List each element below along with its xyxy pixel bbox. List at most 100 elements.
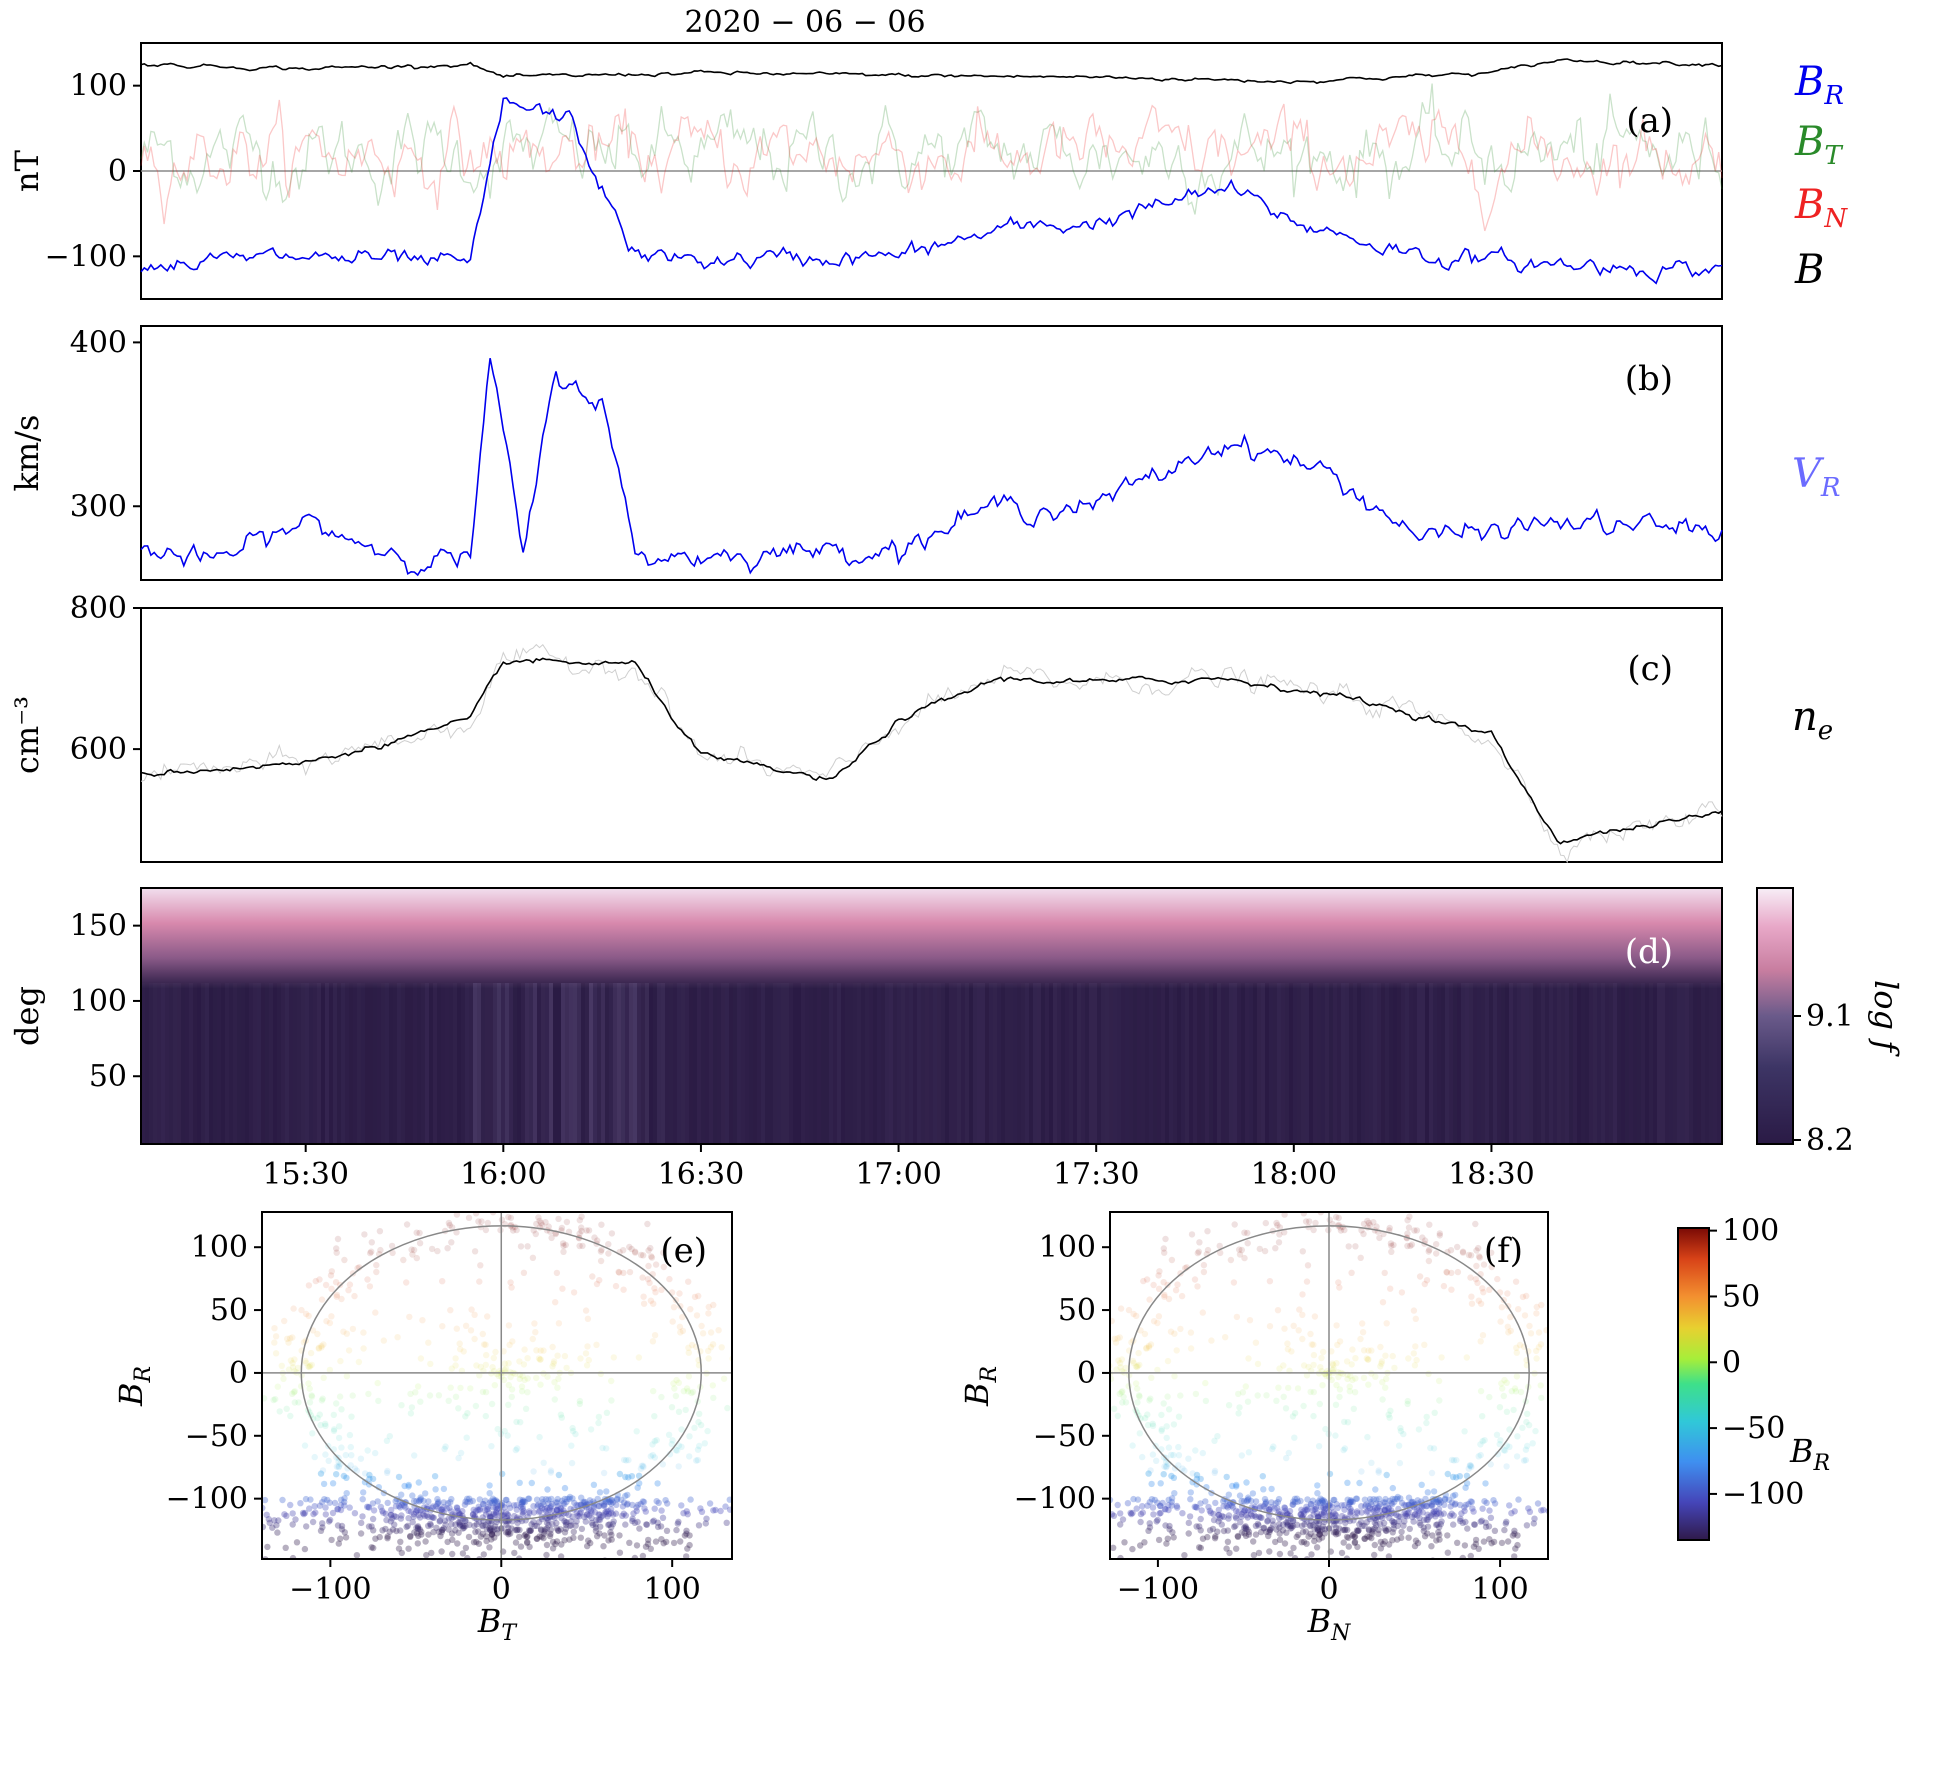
panel-f-point	[1151, 1496, 1159, 1504]
panel-f-point	[1319, 1382, 1326, 1389]
panel-f-point	[1477, 1441, 1484, 1448]
panel-e-point	[316, 1411, 323, 1418]
heatmap-column	[281, 983, 285, 1144]
heatmap-column	[1081, 983, 1085, 1144]
panel-f-point	[1457, 1515, 1464, 1523]
panel-f-point	[1252, 1522, 1260, 1530]
panel-f-point	[1345, 1243, 1352, 1250]
panel-e-point	[641, 1505, 648, 1512]
panel-e-point	[718, 1344, 725, 1351]
panel-f-ytick-label: 50	[1058, 1293, 1096, 1328]
panel-f-point	[1329, 1504, 1336, 1511]
panel-f-point	[1196, 1239, 1203, 1246]
panel-e-point	[640, 1293, 647, 1300]
heatmap-column	[669, 983, 673, 1144]
panel-e-point	[415, 1512, 422, 1519]
panel-e-point	[379, 1527, 386, 1534]
panel-f-point	[1475, 1297, 1483, 1304]
panel-e-point	[770, 1512, 776, 1518]
panel-f-point	[1160, 1279, 1167, 1286]
panel-e-point	[520, 1361, 528, 1368]
panel-e-point	[388, 1560, 394, 1566]
panel-f-point	[1114, 1412, 1122, 1420]
panel-e-ytick-label: −100	[166, 1482, 248, 1517]
panel-e-point	[429, 1504, 436, 1512]
heatmap-column	[733, 983, 737, 1144]
panel-e-point	[401, 1482, 408, 1490]
panel-f-point	[1192, 1447, 1199, 1454]
panel-f-point	[1199, 1309, 1207, 1316]
panel-f-point	[1212, 1533, 1219, 1540]
panel-f-point	[1254, 1520, 1262, 1528]
panel-f-point	[1200, 1268, 1208, 1276]
panel-f-point	[1129, 1545, 1136, 1553]
panel-e-point	[418, 1531, 425, 1538]
panel-f-point	[1256, 1504, 1264, 1512]
panel-e-point	[513, 1527, 521, 1534]
panel-e-point	[357, 1530, 365, 1537]
heatmap-column	[437, 983, 441, 1144]
heatmap-column	[1133, 983, 1137, 1144]
panel-f-point	[1519, 1424, 1526, 1432]
panel-f-point	[1424, 1523, 1432, 1530]
heatmap-column	[865, 983, 869, 1144]
panel-f-point	[1332, 1432, 1339, 1439]
heatmap-column	[793, 983, 797, 1144]
panel-e-point	[584, 1343, 591, 1350]
panel-f-point	[1410, 1307, 1418, 1314]
panel-e-point	[504, 1511, 511, 1518]
panel-e-point	[558, 1224, 566, 1232]
panel-f-point	[1494, 1451, 1502, 1458]
heatmap-column	[1153, 983, 1157, 1144]
panel-e-point	[408, 1404, 416, 1411]
panel-f-point	[1195, 1248, 1203, 1255]
panel-e-point	[439, 1526, 446, 1534]
panel-e-point	[538, 1527, 545, 1534]
panel-f-point	[1555, 1497, 1561, 1503]
heatmap-column	[1313, 983, 1317, 1144]
panel-e-point	[275, 1517, 282, 1524]
heatmap-column	[393, 983, 397, 1144]
panel-e-point	[482, 1511, 490, 1518]
panel-f-point	[1132, 1363, 1140, 1370]
panel-e-point	[537, 1381, 544, 1388]
panel-e-point	[326, 1366, 334, 1374]
panel-f-point	[1374, 1504, 1381, 1511]
panel-e-point	[486, 1526, 494, 1533]
panel-f-point	[1173, 1347, 1180, 1354]
panel-e-point	[578, 1227, 585, 1235]
panel-f-point	[1365, 1356, 1372, 1363]
panel-e-point	[459, 1550, 467, 1557]
panel-e-point	[497, 1226, 504, 1234]
heatmap-column	[1293, 983, 1297, 1144]
panel-f-point	[1369, 1526, 1377, 1533]
panel-f-point	[1261, 1495, 1269, 1503]
heatmap-column	[421, 983, 425, 1144]
panel-e-point	[893, 1506, 899, 1512]
panel-e-point	[479, 1330, 486, 1338]
time-tick-label: 18:00	[1251, 1157, 1337, 1192]
panel-e-point	[306, 1363, 313, 1371]
panel-f-point	[1419, 1509, 1426, 1516]
panel-e-point	[471, 1513, 478, 1520]
panel-f-point	[1280, 1362, 1287, 1369]
panel-f-point	[1314, 1525, 1321, 1532]
panel-f-point	[1291, 1495, 1299, 1503]
heatmap-column	[1497, 983, 1501, 1144]
panel-f-point	[1348, 1361, 1355, 1368]
heatmap-column	[1049, 983, 1053, 1144]
panel-f-point	[1294, 1498, 1302, 1505]
panel-f-point	[1297, 1511, 1305, 1518]
panel-e-point	[322, 1451, 329, 1458]
panel-e-point	[540, 1501, 547, 1508]
heatmap-column	[1105, 983, 1109, 1144]
panel-f-point	[1451, 1501, 1459, 1508]
panel-e-point	[582, 1518, 589, 1525]
panel-e-point	[475, 1528, 482, 1535]
panel-e-point	[466, 1521, 473, 1529]
panel-f-point	[1371, 1525, 1378, 1532]
panel-e-point	[736, 1511, 742, 1517]
panel-e-point	[662, 1497, 669, 1504]
panel-e-point	[335, 1463, 342, 1470]
panel-f-point	[1149, 1451, 1157, 1458]
